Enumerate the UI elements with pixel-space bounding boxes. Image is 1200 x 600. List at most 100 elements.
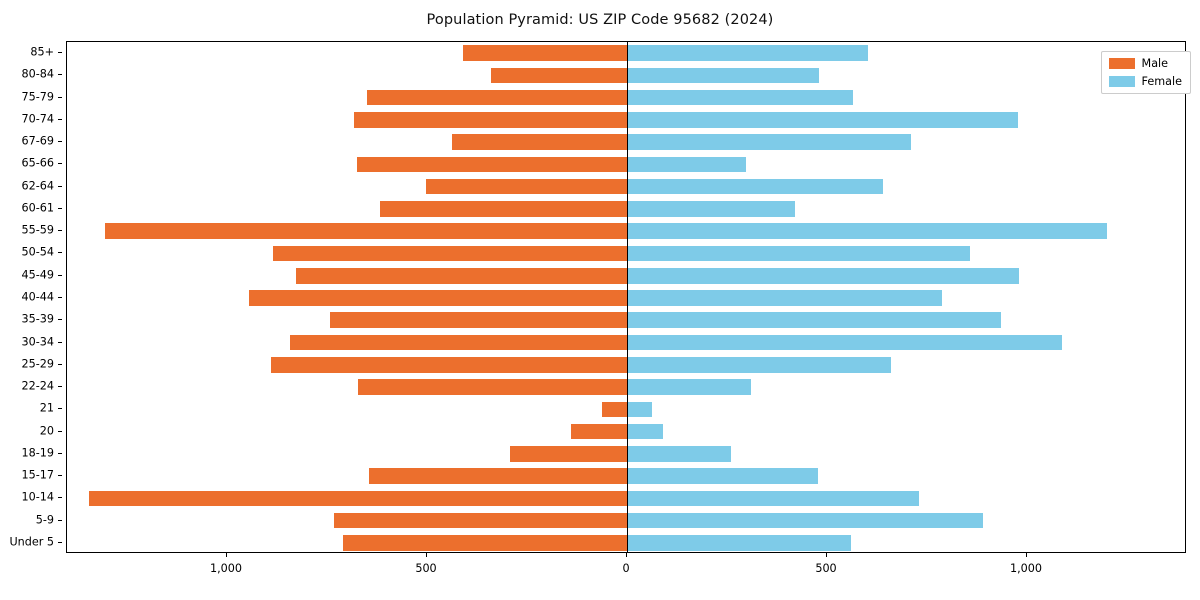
zero-axis-line — [627, 42, 629, 552]
y-tick-mark — [58, 252, 62, 254]
y-tick-mark — [58, 141, 62, 143]
bar-row — [67, 356, 1185, 373]
bar-male-40-44 — [248, 290, 627, 306]
bar-male-65-66 — [357, 156, 627, 173]
x-tick-label: 0 — [622, 562, 630, 575]
y-tick-mark — [58, 341, 62, 343]
bar-female-40-44 — [627, 290, 943, 306]
bar-female-70-74 — [627, 112, 1018, 128]
y-tick-label: 15-17 — [21, 468, 54, 482]
x-tick-label: 1,000 — [209, 562, 243, 575]
y-tick-mark — [58, 297, 62, 298]
bar-male-75-79 — [366, 89, 627, 106]
y-tick-label: 62-64 — [21, 179, 54, 193]
plot-area — [66, 41, 1186, 553]
y-tick-mark — [58, 497, 62, 499]
bar-female-80-84 — [627, 67, 820, 84]
y-axis-labels: 85+ 80-84 75-79 70-74 67-69 65-66 62-64 60-61 55… — [0, 41, 62, 553]
bar-male-18-19 — [510, 446, 627, 462]
y-tick-mark — [58, 163, 62, 165]
bar-male-25-29 — [271, 356, 627, 373]
bar-row — [67, 423, 1185, 440]
bar-male-10-14 — [88, 490, 627, 507]
y-tick-mark — [58, 519, 62, 521]
y-tick-label: 45-49 — [21, 268, 54, 282]
y-tick-mark — [58, 207, 62, 209]
bar-row — [67, 156, 1185, 173]
y-tick-mark — [58, 475, 62, 477]
bar-male-22-24 — [357, 379, 627, 395]
bar-female-55-59 — [627, 223, 1107, 239]
legend-item-female[interactable]: Female — [1108, 75, 1182, 88]
bar-row — [67, 201, 1185, 217]
bar-male-85- — [463, 45, 627, 61]
bar-row — [67, 535, 1185, 551]
bar-female-35-39 — [627, 312, 1001, 329]
bar-female-45-49 — [627, 267, 1019, 284]
bar-row — [67, 67, 1185, 84]
y-tick-label: 40-44 — [21, 290, 54, 304]
bar-female-60-61 — [627, 201, 795, 217]
legend-item-male[interactable]: Male — [1108, 57, 1182, 70]
legend-label: Female — [1141, 75, 1182, 88]
bar-female-25-29 — [627, 356, 891, 373]
x-tick-mark — [826, 553, 827, 557]
bar-row — [67, 223, 1185, 239]
bar-row — [67, 312, 1185, 329]
y-tick-mark — [58, 96, 62, 98]
y-tick-label: 21 — [39, 401, 54, 415]
y-tick-label: Under 5 — [9, 535, 54, 549]
bar-row — [67, 401, 1185, 418]
bar-row — [67, 490, 1185, 507]
bar-male-62-64 — [426, 178, 627, 195]
y-tick-label: 5-9 — [35, 513, 54, 527]
bar-female-20 — [627, 423, 663, 440]
bar-female-5-9 — [627, 512, 983, 529]
bar-male-70-74 — [354, 112, 627, 128]
x-tick-label: 500 — [815, 562, 837, 575]
bar-male-under-5 — [342, 535, 627, 551]
bar-male-50-54 — [273, 245, 627, 262]
y-tick-mark — [58, 452, 62, 454]
y-tick-label: 80-84 — [21, 67, 54, 81]
x-tick-label: 1,000 — [1009, 562, 1043, 575]
x-tick-mark — [226, 553, 227, 557]
bar-male-5-9 — [334, 512, 627, 529]
y-tick-mark — [58, 274, 62, 276]
y-tick-mark — [58, 185, 62, 187]
legend-label: Male — [1141, 57, 1169, 70]
x-tick-mark — [1026, 553, 1027, 557]
bar-male-45-49 — [296, 267, 627, 284]
y-tick-mark — [58, 541, 62, 543]
y-tick-label: 10-14 — [21, 490, 54, 504]
bar-row — [67, 245, 1185, 262]
bar-male-21 — [602, 401, 627, 418]
y-tick-label: 50-54 — [21, 245, 54, 259]
bar-male-15-17 — [369, 468, 627, 484]
y-tick-mark — [58, 52, 62, 54]
x-tick-mark — [626, 553, 627, 557]
bar-row — [67, 290, 1185, 306]
bar-female-67-69 — [627, 134, 911, 150]
bar-row — [67, 334, 1185, 351]
bar-female-85- — [627, 45, 868, 61]
y-tick-label: 75-79 — [21, 90, 54, 104]
bar-row — [67, 446, 1185, 462]
y-tick-label: 67-69 — [21, 134, 54, 148]
y-tick-label: 85+ — [30, 45, 54, 59]
x-axis-labels: 1,000 500 0 500 1,000 — [0, 553, 1200, 593]
bar-row — [67, 267, 1185, 284]
y-tick-label: 25-29 — [21, 357, 54, 371]
bar-female-under-5 — [627, 535, 852, 551]
y-tick-label: 70-74 — [21, 112, 54, 126]
bar-female-22-24 — [627, 379, 751, 395]
bars-layer — [67, 42, 1185, 552]
y-tick-label: 30-34 — [21, 335, 54, 349]
bar-row — [67, 45, 1185, 61]
y-tick-label: 65-66 — [21, 156, 54, 170]
bar-female-50-54 — [627, 245, 971, 262]
bar-male-55-59 — [105, 223, 627, 239]
bar-row — [67, 112, 1185, 128]
bar-female-15-17 — [627, 468, 819, 484]
